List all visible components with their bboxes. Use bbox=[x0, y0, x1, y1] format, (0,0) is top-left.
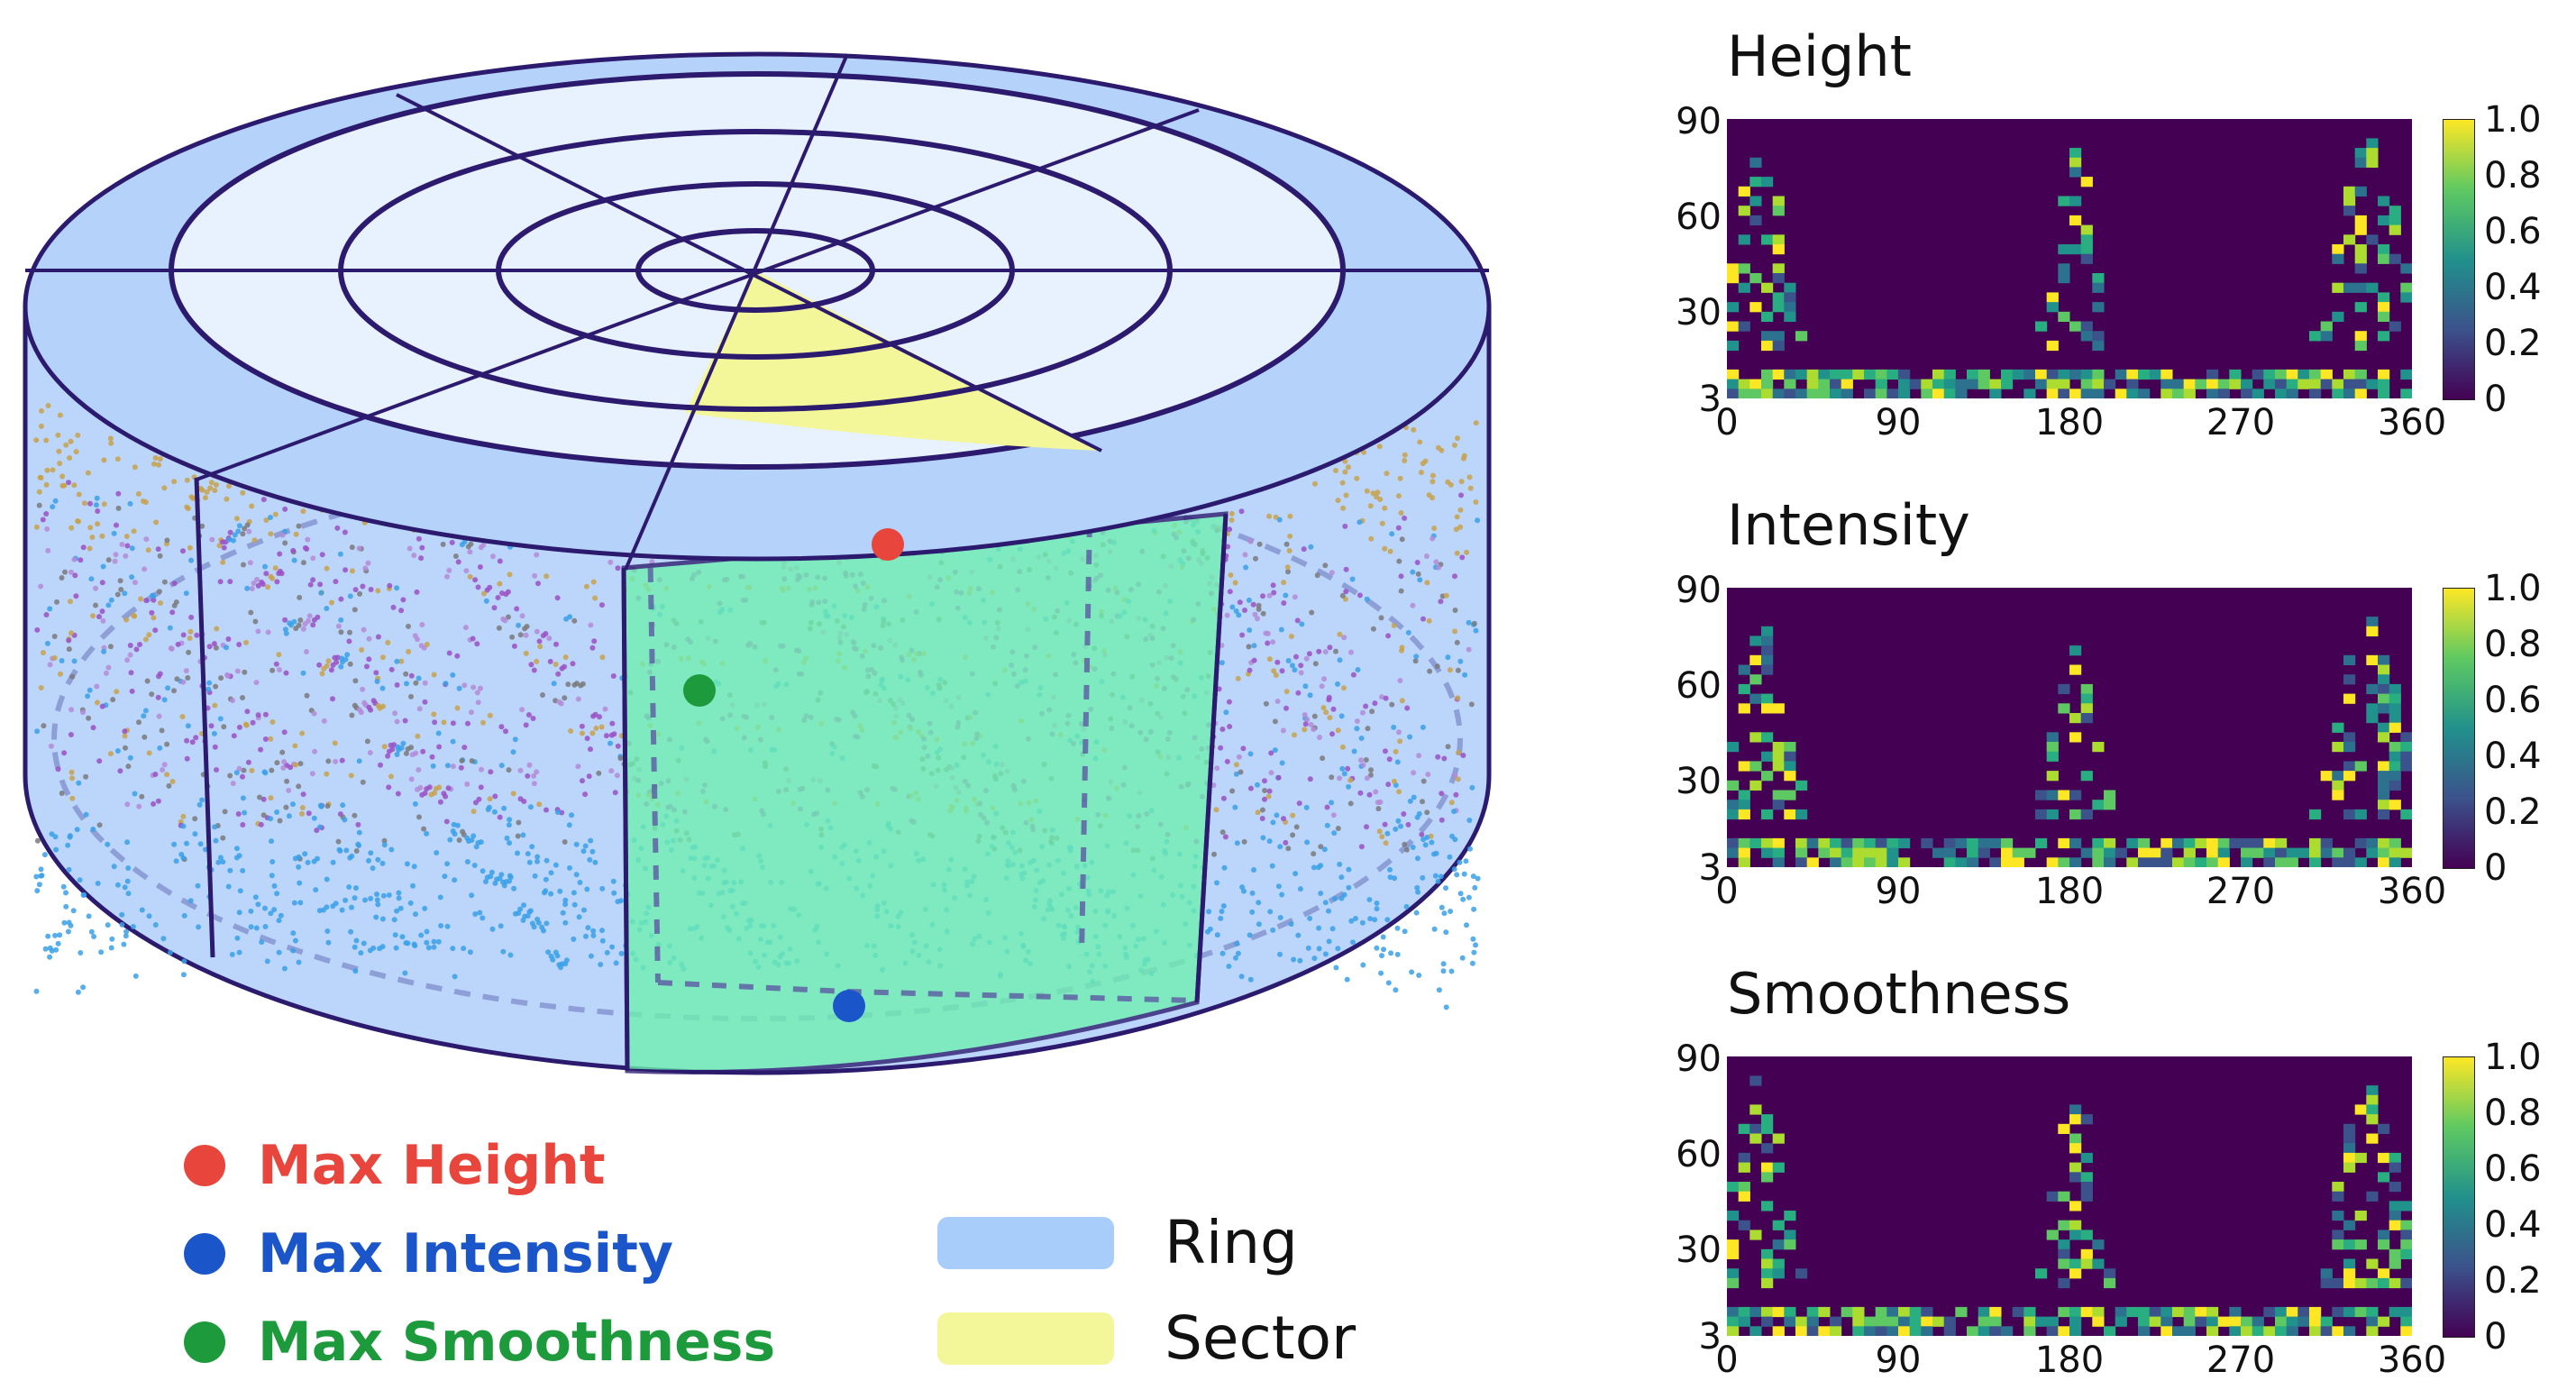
ytick: 90 bbox=[1676, 101, 1722, 142]
ytick: 30 bbox=[1676, 292, 1722, 334]
ytick: 3 bbox=[1698, 847, 1722, 889]
height-colorbar bbox=[2443, 119, 2475, 400]
ctick: 0.4 bbox=[2484, 736, 2542, 777]
legend-max-intensity: Max Intensity bbox=[184, 1222, 673, 1285]
ytick: 3 bbox=[1698, 379, 1722, 420]
legend-max-smoothness-label: Max Smoothness bbox=[258, 1311, 776, 1374]
ctick: 0.6 bbox=[2484, 680, 2542, 721]
green-dot-icon bbox=[184, 1321, 225, 1363]
xtick: 90 bbox=[1875, 402, 1922, 443]
xtick: 180 bbox=[2034, 871, 2105, 912]
ytick: 90 bbox=[1676, 1038, 1722, 1080]
sector-swatch bbox=[937, 1312, 1114, 1365]
legend-sector: Sector bbox=[937, 1303, 1356, 1373]
legend-max-smoothness: Max Smoothness bbox=[184, 1311, 775, 1374]
xtick: 180 bbox=[2034, 1340, 2105, 1381]
intensity-panel: Intensity 90 60 30 3 0 90 180 270 360 1.… bbox=[1676, 487, 2542, 937]
ctick: 0.8 bbox=[2484, 1093, 2542, 1134]
intensity-colorbar bbox=[2443, 588, 2475, 869]
xtick: 360 bbox=[2377, 871, 2447, 912]
ctick: 1.0 bbox=[2484, 99, 2542, 141]
ring-swatch bbox=[937, 1216, 1114, 1269]
side-edge-left bbox=[194, 477, 215, 958]
xtick: 90 bbox=[1875, 871, 1922, 912]
ytick: 60 bbox=[1676, 1134, 1722, 1175]
legend-ring-label: Ring bbox=[1165, 1208, 1298, 1277]
side-edge-right bbox=[1194, 513, 1229, 1003]
max-height-marker bbox=[872, 528, 904, 561]
ytick: 60 bbox=[1676, 197, 1722, 238]
blue-dot-icon bbox=[184, 1233, 225, 1275]
ctick: 0.4 bbox=[2484, 1204, 2542, 1246]
ctick: 0.2 bbox=[2484, 323, 2542, 364]
ytick: 30 bbox=[1676, 1230, 1722, 1271]
ytick: 30 bbox=[1676, 761, 1722, 802]
ctick: 0.6 bbox=[2484, 211, 2542, 252]
xtick: 0 bbox=[1715, 402, 1739, 443]
xtick: 0 bbox=[1715, 871, 1739, 912]
ctick: 0 bbox=[2484, 1316, 2507, 1358]
smoothness-title: Smoothness bbox=[1727, 961, 2071, 1027]
legend-max-intensity-label: Max Intensity bbox=[258, 1222, 673, 1285]
cylinder-diagram bbox=[23, 51, 1492, 1075]
ctick: 0.4 bbox=[2484, 267, 2542, 308]
xtick: 270 bbox=[2206, 402, 2276, 443]
ctick: 0.2 bbox=[2484, 791, 2542, 833]
sector-spokes bbox=[25, 53, 1489, 571]
intensity-heatmap bbox=[1727, 588, 2413, 868]
legend-sector-label: Sector bbox=[1165, 1303, 1357, 1373]
smoothness-panel: Smoothness 90 60 30 3 0 90 180 270 360 1… bbox=[1676, 956, 2542, 1397]
ctick: 0 bbox=[2484, 847, 2507, 889]
ctick: 0.6 bbox=[2484, 1148, 2542, 1190]
sector-top bbox=[685, 270, 1100, 451]
max-intensity-marker bbox=[833, 990, 865, 1022]
side-edge-mid bbox=[621, 567, 630, 1072]
xtick: 360 bbox=[2377, 1340, 2447, 1381]
legend-max-height: Max Height bbox=[184, 1134, 606, 1197]
legend-ring: Ring bbox=[937, 1208, 1298, 1277]
red-dot-icon bbox=[184, 1145, 225, 1186]
ctick: 0.2 bbox=[2484, 1260, 2542, 1302]
ytick: 90 bbox=[1676, 570, 1722, 611]
smoothness-heatmap bbox=[1727, 1056, 2413, 1337]
sector-side-panel bbox=[621, 511, 1229, 1074]
ctick: 1.0 bbox=[2484, 1037, 2542, 1078]
xtick: 180 bbox=[2034, 402, 2105, 443]
intensity-title: Intensity bbox=[1727, 492, 1970, 558]
max-smoothness-marker bbox=[683, 674, 716, 707]
ctick: 0.8 bbox=[2484, 624, 2542, 665]
ctick: 0 bbox=[2484, 379, 2507, 420]
smoothness-colorbar bbox=[2443, 1056, 2475, 1338]
height-title: Height bbox=[1727, 23, 1912, 89]
xtick: 90 bbox=[1875, 1340, 1922, 1381]
legend-max-height-label: Max Height bbox=[258, 1134, 606, 1197]
height-panel: Height 90 60 30 3 0 90 180 270 360 1.0 0… bbox=[1676, 18, 2542, 469]
ytick: 60 bbox=[1676, 665, 1722, 707]
ytick: 3 bbox=[1698, 1316, 1722, 1358]
xtick: 0 bbox=[1715, 1340, 1739, 1381]
height-heatmap bbox=[1727, 119, 2413, 399]
xtick: 360 bbox=[2377, 402, 2447, 443]
xtick: 270 bbox=[2206, 871, 2276, 912]
ctick: 0.8 bbox=[2484, 155, 2542, 197]
xtick: 270 bbox=[2206, 1340, 2276, 1381]
ctick: 1.0 bbox=[2484, 568, 2542, 609]
